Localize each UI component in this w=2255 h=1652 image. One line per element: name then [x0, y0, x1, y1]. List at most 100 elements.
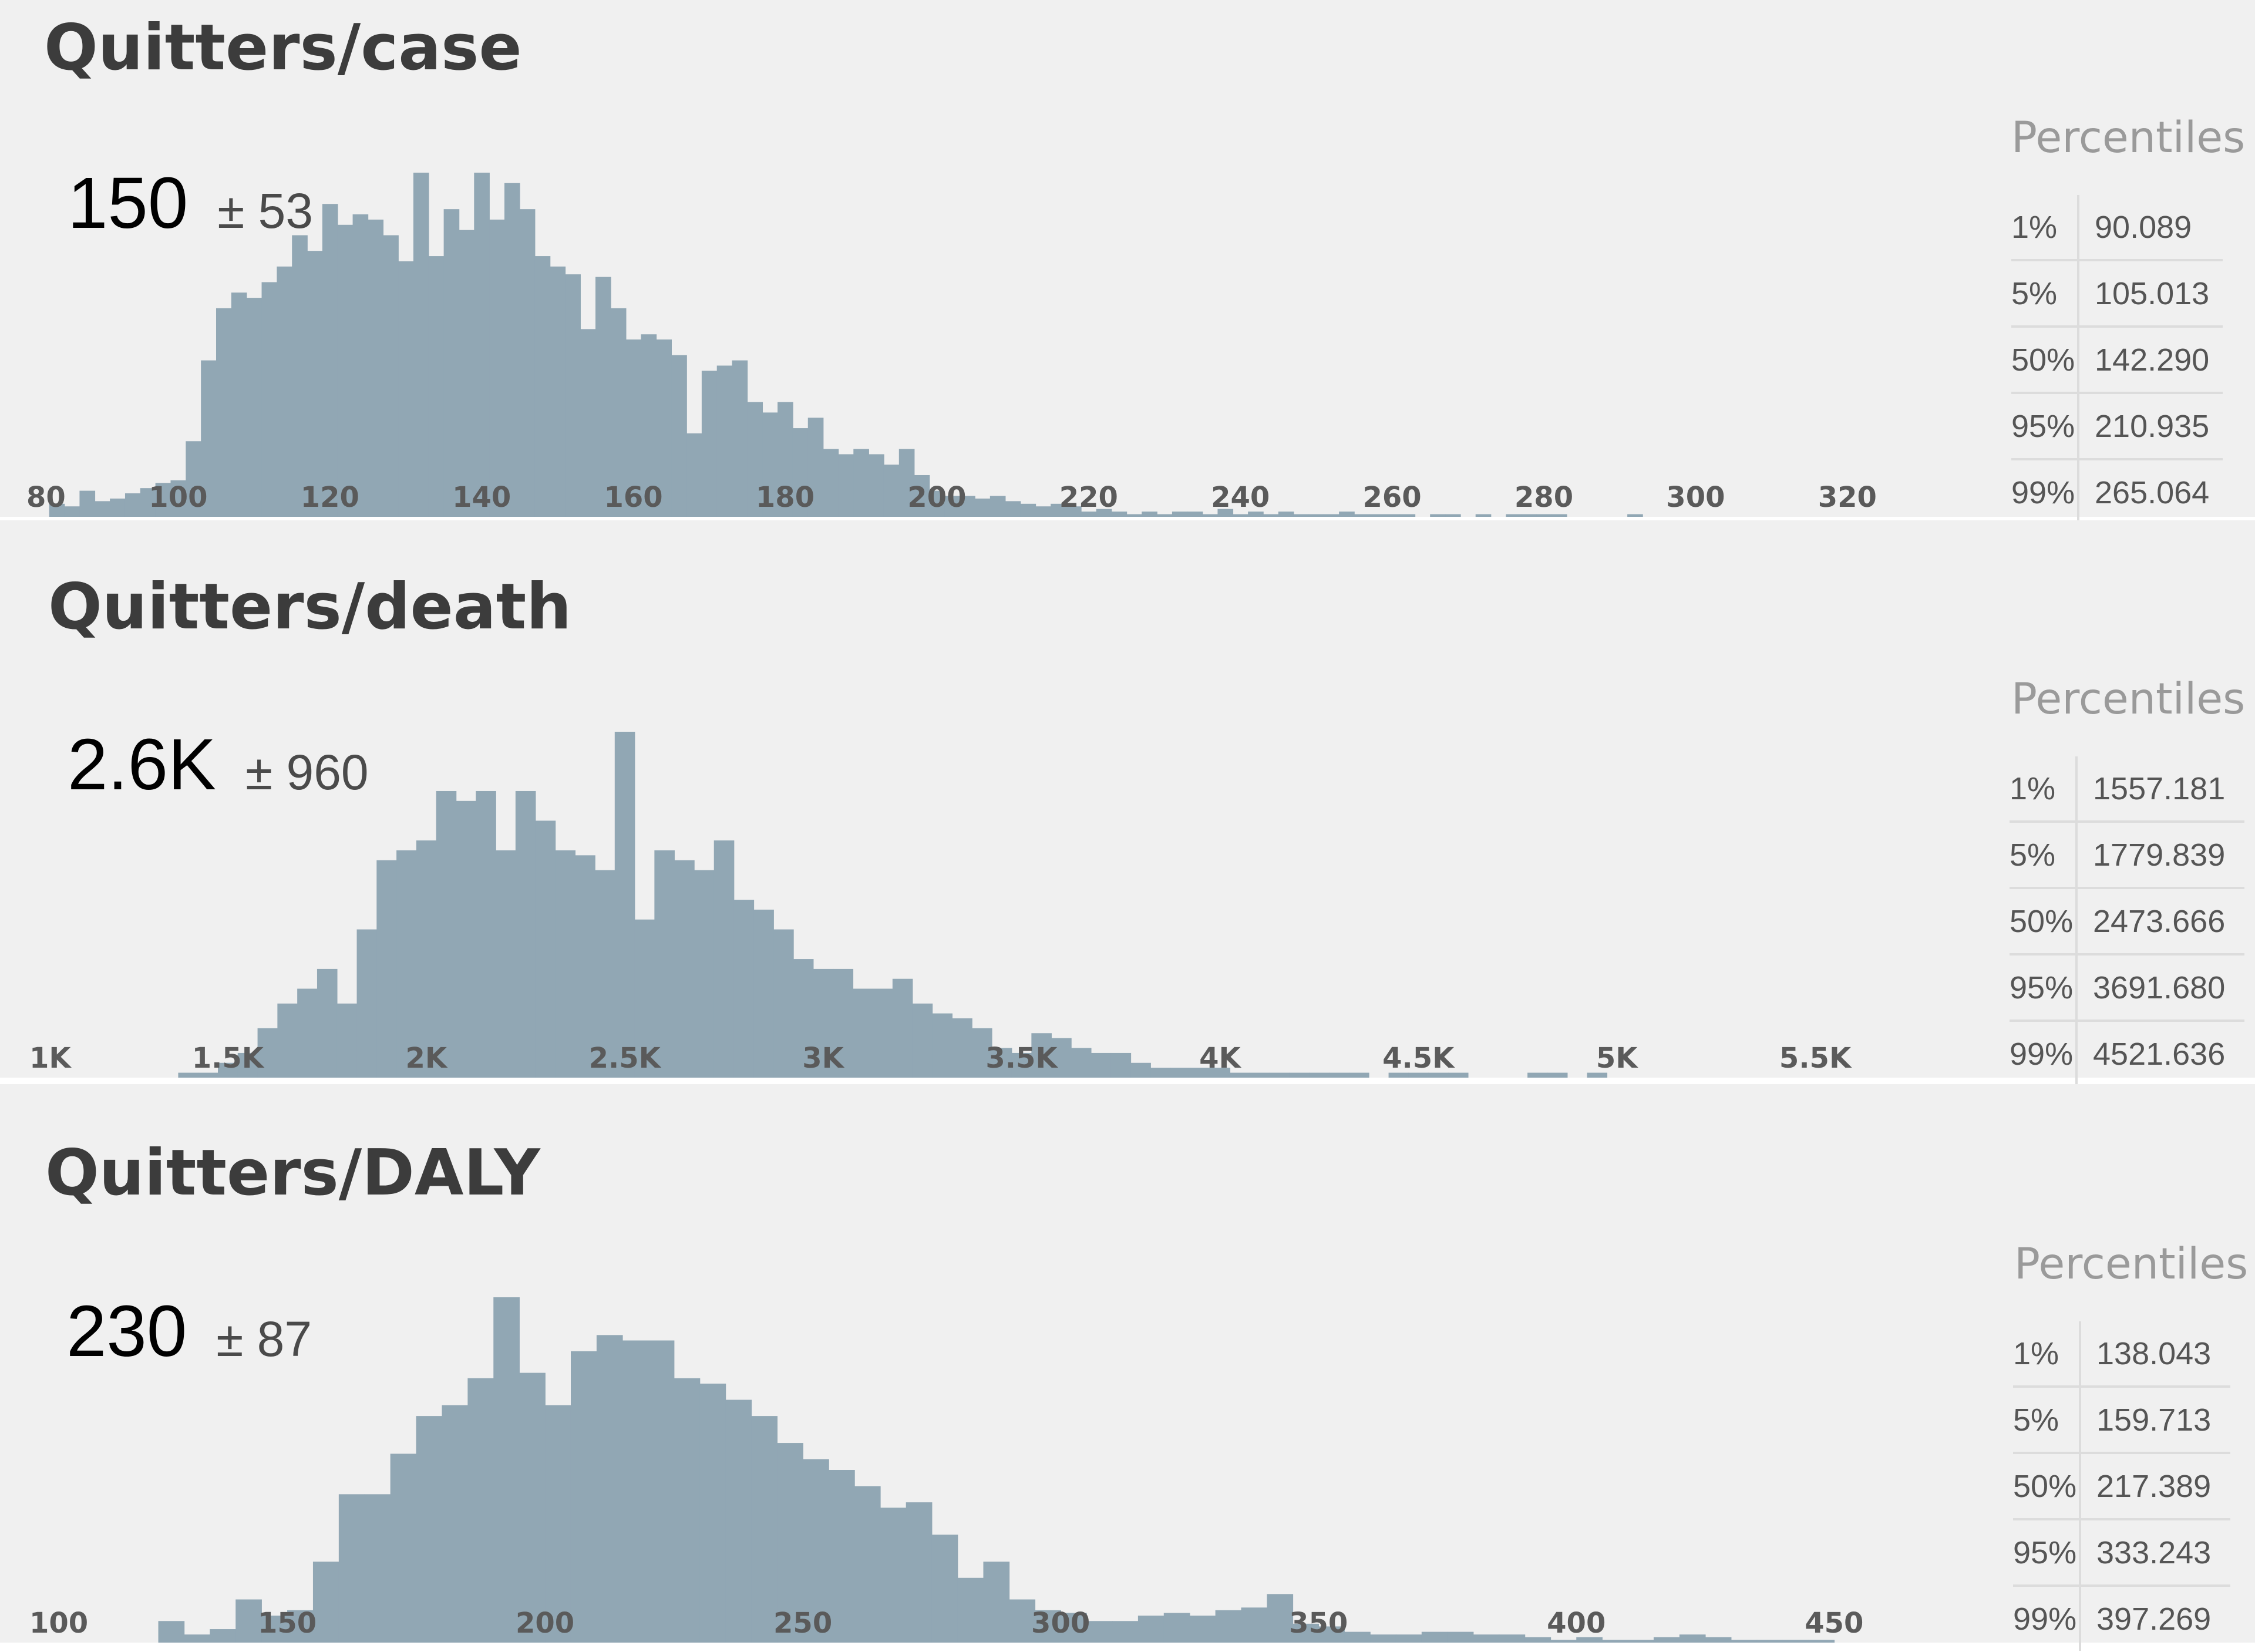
histogram-bar	[515, 790, 536, 1078]
histogram-bar	[1137, 1616, 1164, 1643]
x-tick-label: 300	[1031, 1607, 1090, 1640]
histogram-bar	[595, 870, 615, 1078]
percentiles-table: 1% 90.089 5% 105.013 50% 142.290 95% 210.935…	[2011, 195, 2223, 524]
histogram-bar	[829, 1470, 855, 1643]
histogram-bar	[1150, 1068, 1171, 1078]
summary-stat: 2.6K ± 960	[68, 729, 369, 801]
percentile-row: 99% 4521.636	[2010, 1021, 2244, 1086]
mean-value: 150	[68, 163, 189, 244]
histogram-bar	[1756, 1640, 1783, 1643]
histogram-bar	[1329, 1072, 1349, 1078]
histogram-bar	[853, 988, 873, 1078]
histogram-bar	[565, 274, 581, 517]
histogram-bar	[713, 840, 735, 1078]
histogram-bar	[932, 1013, 953, 1078]
histogram-bar	[991, 1048, 1012, 1078]
histogram-bar	[356, 929, 378, 1078]
percentile-row: 50% 142.290	[2011, 327, 2223, 394]
histogram-bar	[413, 173, 429, 517]
percentile-value: 1557.181	[2076, 756, 2244, 823]
histogram-bar	[1395, 1634, 1422, 1643]
histogram-bar	[519, 209, 536, 517]
histogram-bar	[778, 402, 793, 517]
histogram-bar	[1112, 1621, 1139, 1643]
histogram-bar	[352, 214, 369, 517]
histogram-bar	[838, 454, 854, 517]
histogram-bar	[261, 1616, 288, 1643]
histogram-bar	[428, 256, 445, 517]
histogram-bar	[912, 1003, 933, 1078]
histogram-bar	[1339, 512, 1355, 517]
histogram-bar	[1506, 514, 1522, 517]
histogram-bar	[1248, 512, 1264, 517]
histogram-bar	[246, 298, 262, 517]
histogram-bar	[322, 204, 338, 517]
histogram-bar	[1473, 1634, 1500, 1643]
percentile-row: 50% 217.389	[2013, 1453, 2230, 1520]
histogram-bar	[716, 365, 733, 517]
plus-minus-value: ± 87	[216, 1311, 312, 1367]
x-tick-label: 160	[604, 481, 662, 514]
x-tick-label: 260	[1362, 481, 1421, 514]
histogram-bar	[1653, 1637, 1680, 1643]
histogram-bar	[277, 266, 292, 517]
histogram-bar	[989, 496, 1006, 517]
histogram-bar	[1289, 1072, 1310, 1078]
panel-title: Quitters/case	[44, 11, 522, 85]
histogram-bar	[1009, 1599, 1036, 1643]
x-tick-label: 200	[907, 481, 966, 514]
histogram-bar	[648, 1340, 675, 1643]
x-tick-label: 240	[1211, 481, 1270, 514]
histogram-bar	[456, 800, 477, 1078]
histogram-bar	[186, 441, 201, 517]
percentile-value: 142.290	[2078, 327, 2223, 394]
histogram-bar	[1011, 1052, 1032, 1078]
histogram-bar	[575, 855, 595, 1078]
x-tick-label: 80	[26, 481, 66, 514]
histogram-bar	[292, 235, 308, 517]
histogram-bar	[170, 480, 187, 517]
percentile-value: 1779.839	[2076, 822, 2244, 889]
percentile-label: 95%	[2011, 393, 2079, 460]
histogram-bar	[474, 173, 490, 517]
histogram-bar	[237, 1052, 258, 1078]
histogram-bar	[773, 929, 794, 1078]
histogram-bar	[1388, 1072, 1409, 1078]
percentile-value: 159.713	[2080, 1387, 2230, 1454]
histogram-bar	[807, 418, 824, 517]
mean-value: 2.6K	[68, 725, 217, 805]
histogram-bar	[701, 371, 718, 517]
histogram-bar	[218, 1062, 238, 1078]
histogram-bar	[906, 1502, 933, 1643]
histogram-bar	[1521, 514, 1537, 517]
histogram-bar	[1344, 1631, 1371, 1643]
histogram-bar	[338, 1494, 365, 1643]
panel-quitters-daly: 100 150 200 250 300 350 400 450 Quitters/DALY 2…	[0, 1084, 2255, 1651]
histogram-bar	[1005, 501, 1021, 517]
histogram-bar	[1293, 1623, 1319, 1643]
histogram-bar	[489, 219, 505, 517]
histogram-bar	[257, 1028, 278, 1078]
histogram-bar	[725, 1399, 752, 1643]
x-tick-label: 2.5K	[589, 1042, 662, 1075]
x-tick-label: 100	[29, 1607, 88, 1640]
histogram-bar	[1587, 1072, 1608, 1078]
histogram-bar	[656, 339, 672, 517]
histogram-bar	[1130, 1062, 1151, 1078]
histogram-bar	[140, 488, 156, 517]
percentiles-title: Percentiles	[2014, 1239, 2249, 1289]
histogram-quitters-death: 1K 1.5K 2K 2.5K 3K 3.5K 4K 4.5K 5K 5.5K	[29, 732, 1852, 1078]
mean-value: 230	[66, 1291, 187, 1372]
percentile-value: 265.064	[2095, 475, 2210, 510]
histogram-bar	[1111, 512, 1128, 517]
histogram-bar	[555, 850, 576, 1078]
x-tick-label: 4.5K	[1382, 1042, 1455, 1075]
histogram-bar	[1536, 514, 1552, 517]
histogram-bar	[813, 968, 834, 1078]
histogram-bar	[1448, 1072, 1469, 1078]
histogram-bar	[595, 277, 611, 517]
percentile-value: 210.935	[2078, 393, 2223, 460]
histogram-bar	[823, 449, 839, 517]
histogram-bar	[1679, 1634, 1706, 1643]
histogram-bar	[1278, 512, 1294, 517]
